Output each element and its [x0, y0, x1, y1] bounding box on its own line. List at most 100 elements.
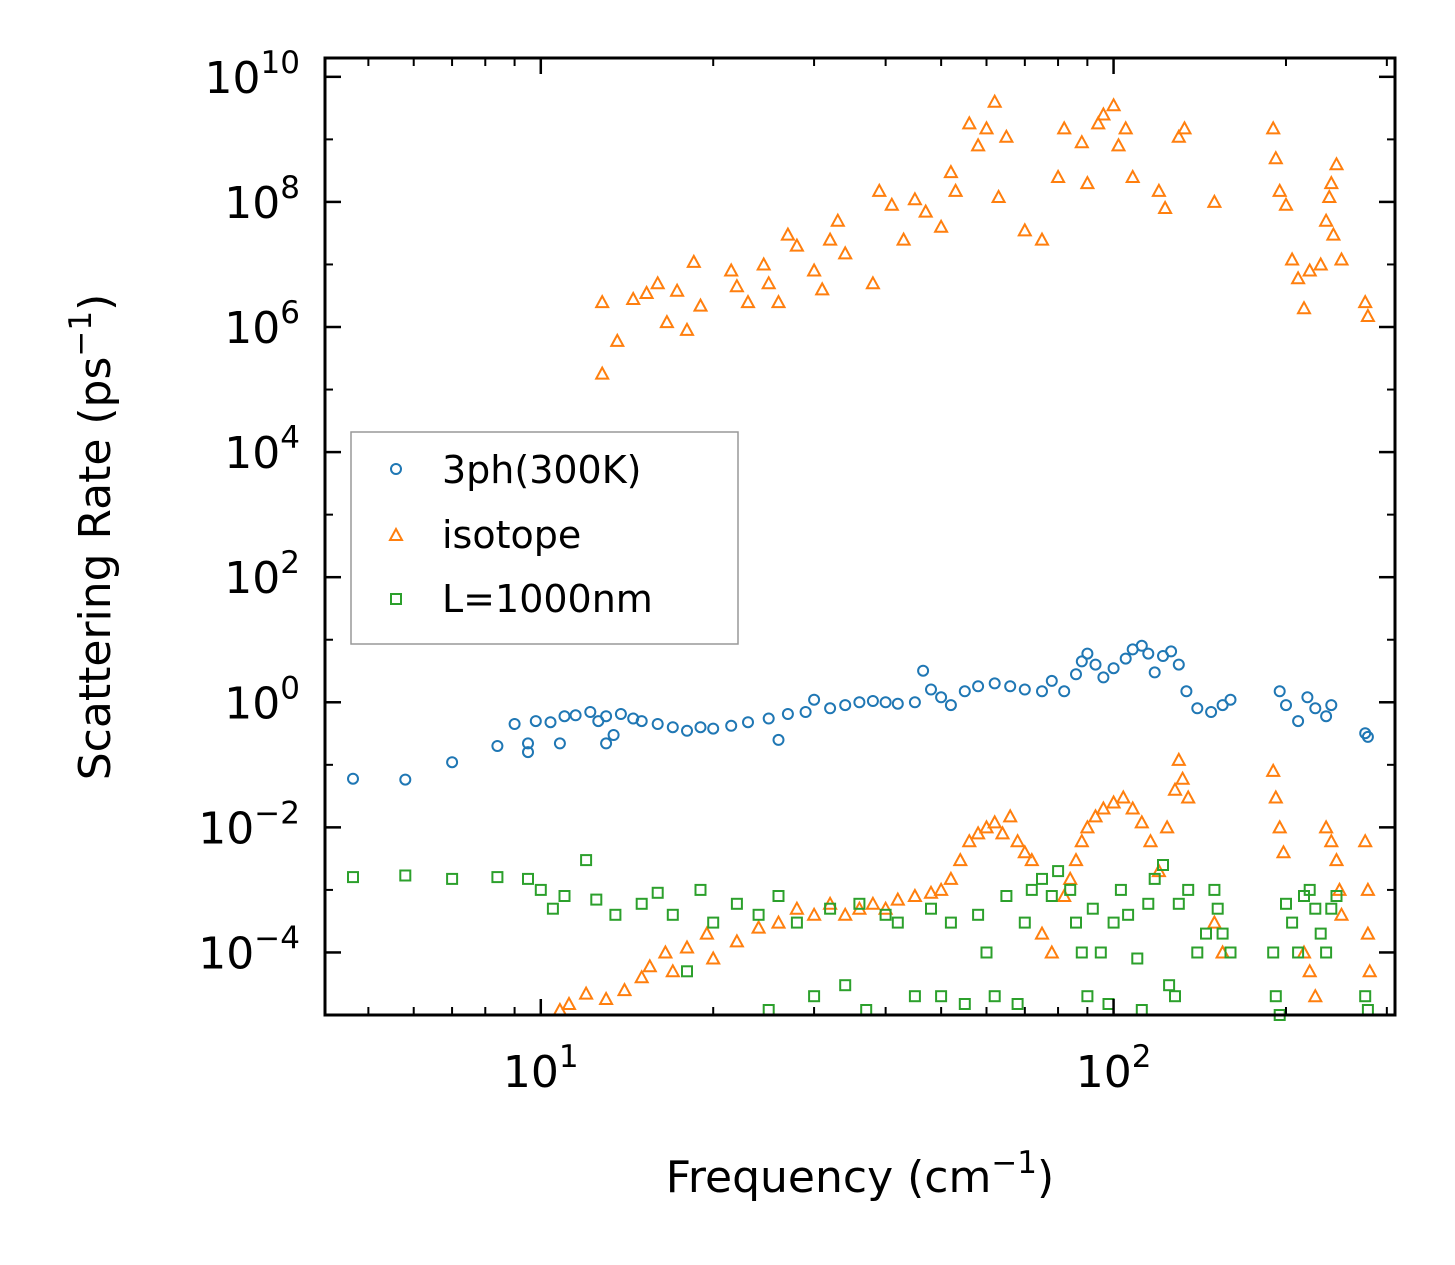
point-isotope-36 — [987, 93, 1003, 108]
point-l1000nm-44 — [1064, 883, 1077, 896]
point-isotope-134 — [1272, 819, 1288, 834]
y-tick-label: 100 — [224, 670, 300, 729]
point-l1000nm-4 — [522, 872, 534, 885]
series-isotope — [552, 93, 1378, 1016]
point-isotope-75 — [578, 985, 594, 1000]
y-tick-label: 1010 — [205, 45, 300, 104]
point-isotope-77 — [616, 982, 633, 997]
point-3ph-74 — [1309, 702, 1322, 715]
point-isotope-89 — [806, 906, 822, 921]
point-isotope-107 — [1009, 833, 1026, 848]
point-l1000nm-43 — [1052, 865, 1065, 878]
point-isotope-22 — [830, 212, 846, 227]
point-l1000nm-21 — [790, 916, 803, 929]
point-isotope-88 — [789, 900, 805, 915]
point-l1000nm-61 — [1172, 897, 1185, 910]
point-l1000nm-73 — [1286, 916, 1299, 929]
point-3ph-29 — [781, 708, 794, 720]
point-l1000nm-82 — [1359, 990, 1372, 1003]
point-isotope-58 — [1272, 182, 1288, 197]
point-isotope-129 — [1180, 789, 1196, 804]
point-isotope-25 — [871, 182, 887, 197]
point-l1000nm-36 — [988, 990, 1001, 1003]
point-3ph-17 — [614, 708, 627, 720]
point-isotope-15 — [761, 275, 777, 290]
point-isotope-100 — [952, 852, 968, 867]
point-3ph-4 — [508, 718, 521, 730]
point-3ph-20 — [651, 718, 664, 730]
point-isotope-82 — [679, 939, 695, 954]
point-l1000nm-80 — [1325, 902, 1338, 915]
point-isotope-125 — [1159, 819, 1175, 834]
point-isotope-105 — [994, 825, 1011, 840]
point-l1000nm-27 — [879, 908, 892, 921]
point-isotope-147 — [1362, 963, 1378, 978]
point-isotope-87 — [770, 914, 787, 929]
point-l1000nm-40 — [1025, 883, 1038, 896]
point-3ph-35 — [866, 695, 879, 707]
point-3ph-36 — [879, 696, 892, 709]
point-isotope-33 — [961, 115, 977, 130]
point-3ph-57 — [1119, 652, 1132, 665]
point-l1000nm-77 — [1309, 902, 1322, 915]
point-l1000nm-70 — [1269, 990, 1282, 1003]
point-isotope-35 — [978, 120, 995, 135]
point-3ph-0 — [347, 772, 359, 785]
point-isotope-26 — [884, 196, 900, 211]
point-isotope-120 — [1115, 789, 1131, 804]
point-isotope-78 — [634, 969, 650, 984]
point-isotope-13 — [740, 294, 756, 309]
point-isotope-3 — [625, 290, 641, 305]
point-isotope-116 — [1079, 819, 1096, 834]
point-3ph-15 — [600, 737, 613, 750]
point-3ph-51 — [1070, 668, 1082, 681]
point-3ph-25 — [725, 719, 738, 732]
point-isotope-122 — [1134, 814, 1150, 829]
point-3ph-48 — [1036, 685, 1048, 698]
point-isotope-135 — [1275, 844, 1292, 859]
point-isotope-21 — [822, 231, 838, 246]
point-l1000nm-58 — [1157, 859, 1169, 871]
point-3ph-78 — [1361, 730, 1374, 743]
point-isotope-53 — [1171, 128, 1187, 143]
x-tick-label: 102 — [1076, 1039, 1152, 1098]
series-l1000nm — [347, 854, 1374, 1021]
point-isotope-62 — [1296, 300, 1312, 315]
point-3ph-67 — [1205, 706, 1218, 718]
point-3ph-60 — [1142, 647, 1155, 660]
point-l1000nm-62 — [1182, 883, 1195, 896]
point-isotope-37 — [990, 188, 1007, 203]
point-3ph-19 — [635, 715, 648, 728]
point-isotope-44 — [1079, 175, 1096, 190]
point-3ph-49 — [1045, 674, 1058, 687]
point-l1000nm-8 — [580, 854, 593, 867]
series-3ph — [347, 639, 1374, 786]
point-isotope-91 — [837, 906, 853, 921]
point-3ph-56 — [1107, 662, 1120, 675]
point-3ph-31 — [808, 693, 821, 706]
point-l1000nm-68 — [1224, 946, 1237, 959]
point-3ph-34 — [853, 696, 866, 709]
point-isotope-55 — [1206, 193, 1223, 208]
point-l1000nm-74 — [1292, 946, 1305, 959]
point-isotope-142 — [1331, 881, 1348, 896]
point-3ph-14 — [600, 710, 613, 723]
point-3ph-47 — [1018, 683, 1031, 696]
point-l1000nm-9 — [590, 893, 603, 906]
point-3ph-21 — [666, 721, 679, 734]
point-3ph-27 — [762, 712, 775, 725]
point-isotope-6 — [659, 314, 675, 329]
point-isotope-94 — [877, 900, 894, 915]
point-isotope-76 — [598, 990, 614, 1005]
point-3ph-72 — [1292, 715, 1305, 728]
point-isotope-84 — [705, 950, 721, 965]
point-l1000nm-17 — [730, 897, 743, 910]
point-isotope-99 — [943, 870, 959, 885]
point-l1000nm-1 — [399, 869, 412, 882]
point-l1000nm-12 — [651, 886, 664, 899]
point-l1000nm-54 — [1131, 952, 1144, 965]
point-l1000nm-52 — [1114, 883, 1127, 896]
point-l1000nm-5 — [534, 883, 547, 896]
point-isotope-29 — [918, 203, 934, 218]
